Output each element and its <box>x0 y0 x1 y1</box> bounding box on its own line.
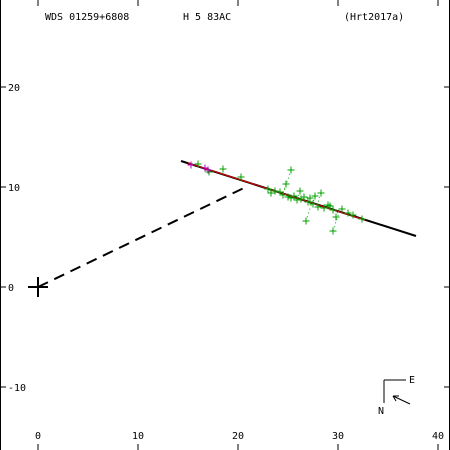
x-tick-label: 20 <box>232 431 244 442</box>
green-observation-point <box>290 192 298 200</box>
green-observation-point <box>332 213 340 221</box>
x-tick-label: 10 <box>132 431 144 442</box>
green-observation-point <box>329 206 337 214</box>
x-tick-label: 0 <box>35 431 41 442</box>
discoverer-label: H 5 83AC <box>183 12 231 23</box>
green-observation-point <box>326 202 334 210</box>
compass-north-label: N <box>378 406 384 417</box>
green-observation-point <box>329 227 337 235</box>
observation-points <box>187 160 366 235</box>
y-tick-label: 0 <box>8 283 14 294</box>
green-observation-point <box>293 196 301 204</box>
green-observation-point <box>309 200 317 208</box>
green-observation-point <box>314 203 322 211</box>
green-observation-point <box>194 160 202 168</box>
residual-line <box>282 169 292 194</box>
motion-arrow-shaft <box>392 395 411 405</box>
x-tick-label: 30 <box>332 431 344 442</box>
magenta-observation-point <box>187 161 195 169</box>
green-observation-point <box>271 187 279 195</box>
green-observation-point <box>237 173 245 181</box>
green-observation-point <box>300 193 308 201</box>
compass: E N <box>378 375 415 417</box>
green-observation-point <box>267 189 275 197</box>
green-observation-point <box>219 165 227 173</box>
primary-star-cross <box>28 277 48 297</box>
y-tick-label: 20 <box>8 83 20 94</box>
primary-star-marker <box>28 277 48 297</box>
green-observation-point <box>296 187 304 195</box>
y-tick-label: 10 <box>8 183 20 194</box>
green-observation-point <box>284 193 292 201</box>
green-observation-point <box>317 189 325 197</box>
reference-label: (Hrt2017a) <box>344 12 404 23</box>
compass-east-label: E <box>409 375 415 386</box>
y-tick-label: -10 <box>8 383 26 394</box>
green-observation-point <box>349 211 357 219</box>
x-tick-label: 40 <box>432 431 444 442</box>
motion-arrow-head <box>392 395 399 402</box>
green-observation-point <box>302 217 310 225</box>
green-observation-point <box>311 192 319 200</box>
green-observation-point <box>344 209 352 217</box>
green-observation-point <box>287 166 295 174</box>
green-observation-point <box>264 185 272 193</box>
axis-tick-labels: 0 10 20 30 40 -10 0 10 20 <box>8 83 444 442</box>
green-observation-point <box>338 205 346 213</box>
green-observation-point <box>276 188 284 196</box>
line-of-nodes <box>37 185 249 288</box>
green-observation-point <box>304 198 312 206</box>
green-observation-point <box>320 204 328 212</box>
wds-id-label: WDS 01259+6808 <box>45 12 129 23</box>
green-observation-point <box>282 180 290 188</box>
green-observation-point <box>306 194 314 202</box>
magenta-observation-point <box>204 166 212 174</box>
green-observation-point <box>279 191 287 199</box>
green-observation-point <box>358 215 366 223</box>
